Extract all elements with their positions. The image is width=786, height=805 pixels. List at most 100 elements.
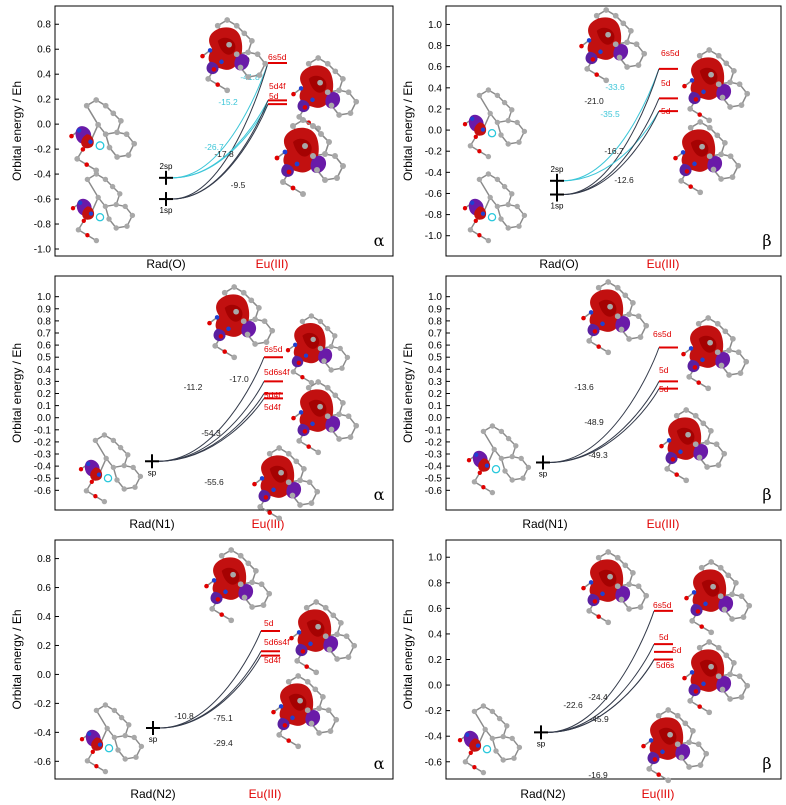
atom bbox=[132, 484, 138, 490]
atom bbox=[706, 47, 713, 53]
atom bbox=[633, 41, 640, 48]
transition-value-label: -54.3 bbox=[201, 428, 221, 438]
y-tick-label: 0.1 bbox=[37, 401, 51, 412]
y-axis-label: Orbital energy / Eh bbox=[10, 81, 24, 181]
atom bbox=[104, 725, 110, 732]
atom bbox=[334, 175, 340, 181]
orbital-lobe-icon bbox=[288, 693, 307, 711]
atom bbox=[595, 284, 602, 291]
orbital-lobe-icon bbox=[690, 139, 709, 157]
atom bbox=[345, 89, 352, 96]
transition-curve bbox=[157, 398, 265, 462]
atom bbox=[727, 696, 733, 702]
atom bbox=[618, 326, 625, 333]
atom bbox=[102, 131, 109, 138]
atom bbox=[707, 339, 713, 346]
target-orbital-label: 6s5d bbox=[653, 329, 672, 339]
atom bbox=[290, 185, 296, 191]
atom bbox=[727, 153, 734, 160]
y-tick-label: 1.0 bbox=[428, 553, 442, 564]
atom bbox=[635, 583, 642, 590]
y-tick-label: 0.4 bbox=[428, 365, 442, 376]
atom bbox=[641, 50, 648, 57]
atom bbox=[303, 353, 309, 358]
atom bbox=[690, 728, 696, 734]
atom bbox=[96, 472, 102, 477]
y-axis-label: Orbital energy / Eh bbox=[401, 609, 415, 709]
source-orbital-label: sp bbox=[537, 739, 546, 748]
atom bbox=[714, 320, 721, 327]
atom bbox=[686, 764, 692, 770]
atom bbox=[122, 732, 128, 739]
atom bbox=[494, 203, 501, 210]
atom bbox=[97, 742, 103, 747]
atom bbox=[324, 413, 331, 420]
atom bbox=[467, 143, 474, 149]
atom bbox=[291, 91, 296, 97]
atom bbox=[708, 663, 714, 670]
atom bbox=[605, 279, 612, 285]
atom bbox=[129, 212, 136, 219]
atom bbox=[325, 707, 332, 714]
atom bbox=[471, 479, 478, 485]
x-category-eu: Eu(III) bbox=[647, 517, 680, 531]
atom bbox=[221, 289, 228, 296]
orbital-lobe-icon bbox=[469, 738, 482, 752]
atom bbox=[137, 473, 144, 480]
atom bbox=[706, 117, 713, 124]
atom bbox=[262, 60, 269, 67]
atom bbox=[74, 156, 81, 162]
atom bbox=[480, 703, 487, 709]
atom bbox=[340, 400, 346, 406]
target-orbital-label: 6s5d bbox=[661, 48, 680, 58]
y-tick-label: -1.0 bbox=[425, 231, 443, 242]
y-tick-label: -0.8 bbox=[425, 210, 443, 221]
atom bbox=[704, 439, 710, 446]
orbital-lobe-icon bbox=[306, 619, 325, 637]
atom bbox=[678, 449, 683, 455]
atom bbox=[682, 83, 687, 89]
atom bbox=[207, 320, 212, 326]
target-orbital-label: 5d bbox=[659, 632, 669, 642]
transition-curve bbox=[546, 659, 655, 733]
atom bbox=[714, 132, 721, 139]
atom bbox=[656, 772, 661, 777]
orbital-lobe-icon bbox=[676, 427, 695, 445]
atom bbox=[81, 218, 86, 223]
y-tick-label: -0.2 bbox=[34, 145, 52, 156]
atom bbox=[719, 686, 726, 693]
atom bbox=[102, 702, 109, 708]
atom bbox=[480, 428, 487, 435]
y-tick-label: -0.2 bbox=[425, 437, 443, 448]
transition-curve bbox=[546, 643, 655, 733]
atom bbox=[289, 635, 294, 641]
molecule-structure-icon bbox=[78, 432, 144, 505]
transition-curve bbox=[548, 388, 660, 463]
atom bbox=[106, 216, 112, 222]
atom bbox=[222, 349, 227, 354]
atom bbox=[209, 606, 216, 612]
x-category-radical: Rad(N2) bbox=[520, 787, 565, 801]
atom bbox=[501, 183, 508, 190]
atom bbox=[622, 562, 629, 569]
target-orbital-label: 5d6s bbox=[656, 660, 674, 670]
molecule-structure-icon bbox=[673, 119, 742, 196]
y-tick-label: 0.6 bbox=[428, 341, 442, 352]
y-tick-label: 0.8 bbox=[37, 554, 51, 565]
y-tick-label: 0.3 bbox=[37, 377, 51, 388]
atom bbox=[95, 194, 101, 201]
atom bbox=[260, 602, 267, 608]
source-orbital-label: 2sp bbox=[160, 162, 173, 171]
atom bbox=[692, 412, 699, 419]
atom bbox=[228, 617, 235, 624]
target-orbital-label: 5d4f bbox=[264, 390, 281, 400]
atom bbox=[476, 176, 483, 183]
atom bbox=[729, 616, 735, 622]
y-tick-label: -0.6 bbox=[34, 486, 52, 497]
atom bbox=[509, 107, 515, 113]
transition-value-label: -12.6 bbox=[614, 175, 634, 185]
atom bbox=[673, 412, 680, 419]
atom bbox=[703, 601, 708, 607]
atom bbox=[616, 54, 623, 61]
